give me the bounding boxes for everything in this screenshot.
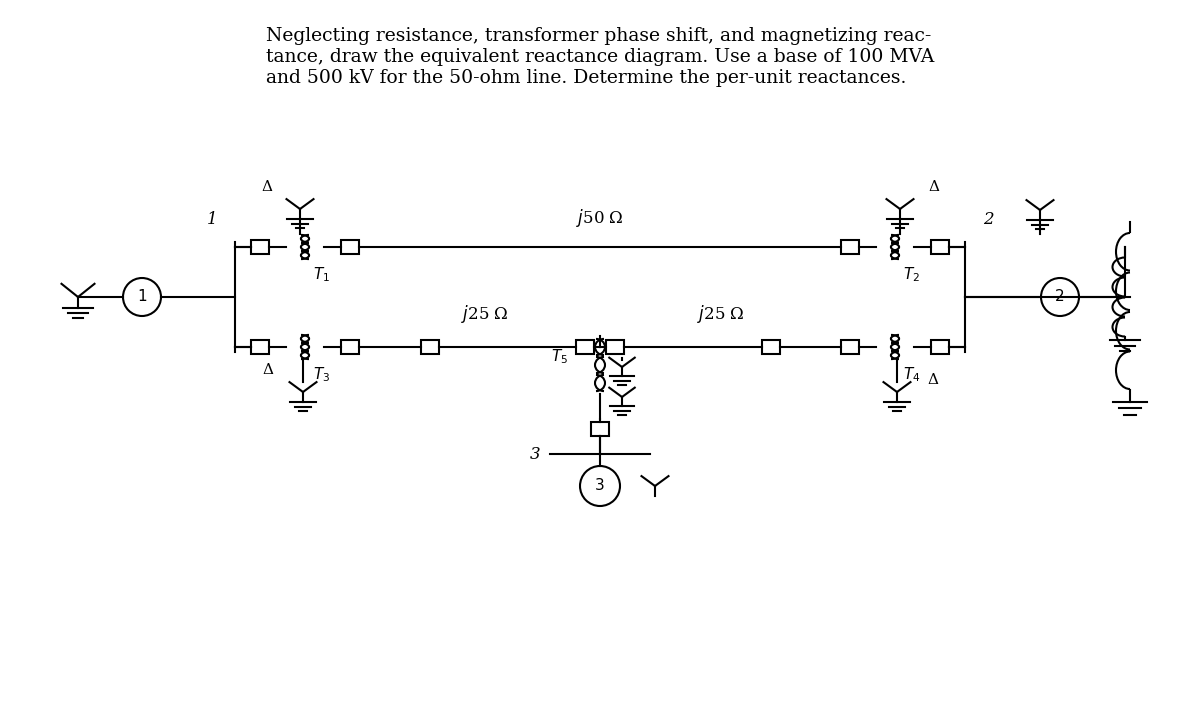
Text: Δ: Δ <box>928 180 938 194</box>
Text: 3: 3 <box>529 446 540 463</box>
Bar <box>420 340 438 354</box>
Bar <box>341 340 359 354</box>
Text: 1: 1 <box>137 290 146 305</box>
Text: $T_4$: $T_4$ <box>902 365 920 384</box>
Text: Neglecting resistance, transformer phase shift, and magnetizing reac-
tance, dra: Neglecting resistance, transformer phase… <box>266 27 934 87</box>
Text: $j$25 Ω: $j$25 Ω <box>697 303 744 325</box>
Text: $T_3$: $T_3$ <box>313 365 330 384</box>
Text: 2: 2 <box>983 211 994 229</box>
Bar <box>931 240 949 254</box>
Bar <box>931 340 949 354</box>
Text: 1: 1 <box>206 211 217 229</box>
Bar <box>251 340 269 354</box>
Bar <box>251 240 269 254</box>
Text: Δ: Δ <box>262 363 274 377</box>
Bar <box>576 340 594 354</box>
Text: $T_2$: $T_2$ <box>902 265 920 283</box>
Bar <box>341 240 359 254</box>
Bar <box>841 340 859 354</box>
Text: 3: 3 <box>595 478 605 493</box>
Text: $T_5$: $T_5$ <box>551 347 568 367</box>
Text: Δ: Δ <box>262 180 272 194</box>
Bar <box>592 422 610 436</box>
Text: Δ: Δ <box>928 373 938 387</box>
Text: $j$25 Ω: $j$25 Ω <box>461 303 509 325</box>
Text: $T_1$: $T_1$ <box>313 265 330 283</box>
Text: 2: 2 <box>1055 290 1064 305</box>
Bar <box>606 340 624 354</box>
Text: $j$50 Ω: $j$50 Ω <box>576 207 624 229</box>
Bar <box>841 240 859 254</box>
Bar <box>762 340 780 354</box>
